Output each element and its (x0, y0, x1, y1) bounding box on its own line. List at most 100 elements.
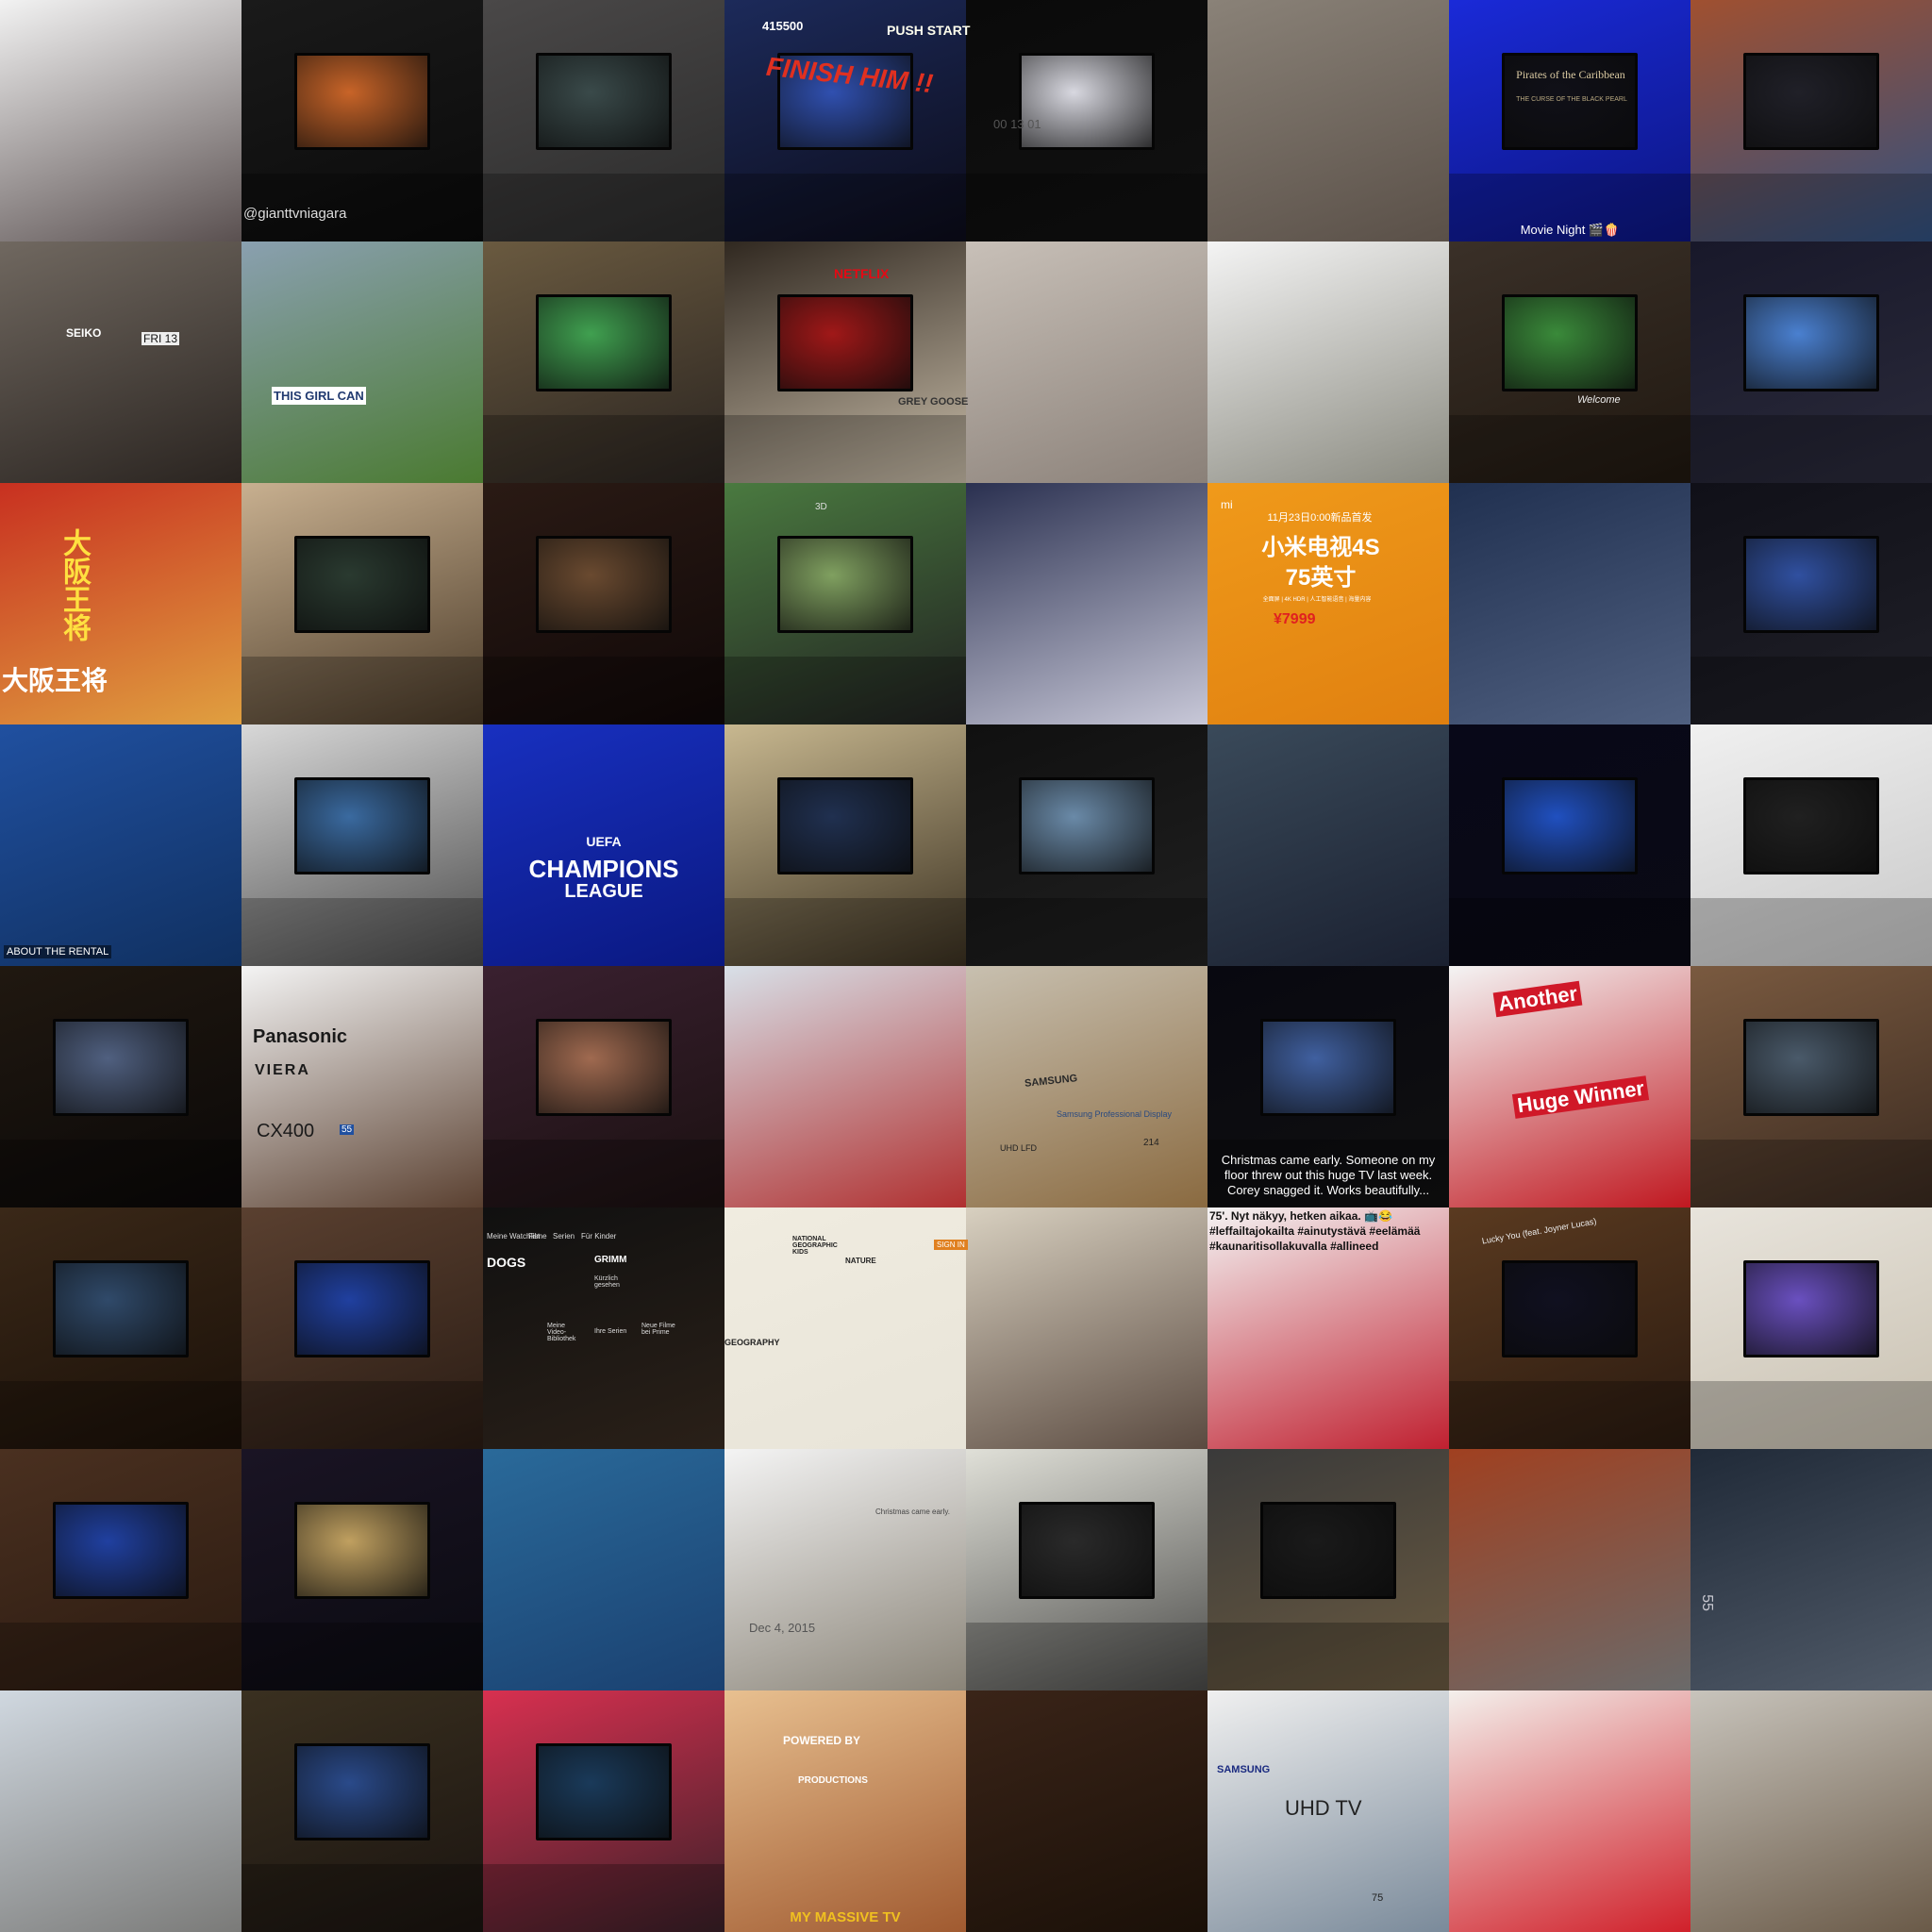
photo-tile-selfie-soccer-projection (483, 242, 724, 483)
photo-tile-seiko-watch (0, 242, 242, 483)
tv-screen (53, 1260, 189, 1357)
room-floor (966, 1623, 1208, 1690)
room-floor (724, 657, 966, 724)
tv-screen (536, 53, 672, 150)
photo-tile-dark-bedroom-tv (483, 483, 724, 724)
room-floor (242, 657, 483, 724)
tv-screen (1502, 53, 1638, 150)
tv-screen (294, 1743, 430, 1840)
tv-screen (1743, 1019, 1879, 1116)
tv-screen (1743, 777, 1879, 874)
photo-tile-home-theater-cabinet (0, 1449, 242, 1690)
room-floor (0, 1140, 242, 1208)
room-floor (242, 174, 483, 242)
photo-tile-white-living-room (1690, 724, 1932, 966)
room-floor (1690, 415, 1932, 483)
photo-tile-bookshelf-dog-tv (0, 1208, 242, 1449)
photo-tile-tv-wall-presentation (242, 1449, 483, 1690)
room-floor (1690, 1140, 1932, 1208)
room-floor (242, 1864, 483, 1932)
room-floor (0, 1381, 242, 1449)
photo-tile-tv-on-cabinet (724, 724, 966, 966)
photo-tile-streaming-app-menu (483, 1208, 724, 1449)
photo-tile-tv-presenter (724, 483, 966, 724)
photo-tile-girl-hotel-tv (242, 1208, 483, 1449)
room-floor (483, 1864, 724, 1932)
photo-tile-music-player-tv (1449, 1208, 1690, 1449)
room-floor (1449, 415, 1690, 483)
room-floor (483, 1140, 724, 1208)
photo-tile-my-massive-tv-game (724, 1690, 966, 1932)
room-floor (242, 1381, 483, 1449)
tv-screen (1502, 1260, 1638, 1357)
photo-tile-dark-room-tv-menu (1690, 242, 1932, 483)
photo-tile-wrestling-on-tv (1690, 483, 1932, 724)
photo-tile-netflix-drinks-table (724, 242, 966, 483)
photo-tile-projector-movie-room (483, 966, 724, 1208)
photo-tile-computer-screen-dashboard (966, 0, 1208, 242)
photo-tile-street-led-canopy (1449, 1449, 1690, 1690)
room-floor (1690, 174, 1932, 242)
photo-tile-tv-assembly-collage (724, 1449, 966, 1690)
photo-tile-huge-winner-promo (1449, 966, 1690, 1208)
room-floor (1690, 1381, 1932, 1449)
photo-tile-unfinished-wall (1208, 0, 1449, 242)
room-floor (483, 174, 724, 242)
tv-screen (294, 1502, 430, 1599)
tv-screen (777, 53, 913, 150)
photo-tile-people-posing (1208, 724, 1449, 966)
photo-tile-group-outdoor-banner (242, 242, 483, 483)
photo-tile-white-dog-plush (966, 483, 1208, 724)
photo-tile-selfie-conference-room (1208, 1449, 1449, 1690)
tv-screen (1743, 536, 1879, 633)
tv-screen (294, 777, 430, 874)
room-floor (1690, 657, 1932, 724)
photo-tile-window-view-cat-bed (1208, 242, 1449, 483)
photo-tile-video-game-on-tv (966, 724, 1208, 966)
tv-screen (777, 536, 913, 633)
photo-tile-street-event-woman (0, 1690, 242, 1932)
photo-tile-finnish-caption-tv (1208, 1208, 1449, 1449)
photo-tile-samsung-uhd-box (1208, 1690, 1449, 1932)
photo-tile-snow-selfie (724, 966, 966, 1208)
photo-tile-brick-wall-collage (1690, 0, 1932, 242)
photo-tile-movie-night-blue-room (1449, 0, 1690, 242)
tv-screen (1019, 777, 1155, 874)
tv-screen (53, 1502, 189, 1599)
photo-tile-pink-lit-living-room (483, 1690, 724, 1932)
photo-tile-bar-with-screens (0, 966, 242, 1208)
room-floor (966, 898, 1208, 966)
tv-screen (536, 1743, 672, 1840)
room-floor (724, 174, 966, 242)
room-floor (1449, 898, 1690, 966)
room-floor (1449, 174, 1690, 242)
tv-screen (294, 1260, 430, 1357)
tv-screen (536, 294, 672, 391)
room-floor (483, 415, 724, 483)
photo-tile-kids-watching-sports (242, 1690, 483, 1932)
room-floor (724, 898, 966, 966)
tv-screen (1260, 1502, 1396, 1599)
photo-tile-panasonic-viera-box (242, 966, 483, 1208)
photo-tile-arcade-game-on-tv (724, 0, 966, 242)
photo-tile-55-inch-box (1690, 1449, 1932, 1690)
tv-screen (294, 53, 430, 150)
tv-screen (1260, 1019, 1396, 1116)
photo-tile-xiaomi-tv-ad (1208, 483, 1449, 724)
photo-tile-legs-on-couch (1449, 483, 1690, 724)
photo-tile-office-video-wall (242, 724, 483, 966)
tv-screen (777, 777, 913, 874)
photo-tile-empty-living-room-tv-wall (483, 0, 724, 242)
room-floor (0, 1623, 242, 1690)
tv-screen (1502, 777, 1638, 874)
photo-tile-three-women-red-dresses (1449, 1690, 1690, 1932)
photo-tile-osaka-street-signs (0, 483, 242, 724)
photo-tile-ornate-interior (966, 1690, 1208, 1932)
room-floor (242, 1623, 483, 1690)
tv-screen (1019, 1502, 1155, 1599)
tv-screen (536, 536, 672, 633)
photo-tile-samsung-display-box (966, 966, 1208, 1208)
room-floor (966, 174, 1208, 242)
photo-tile-dark-tv-glow (1449, 724, 1690, 966)
photo-tile-football-on-tv-fireplace (1449, 242, 1690, 483)
